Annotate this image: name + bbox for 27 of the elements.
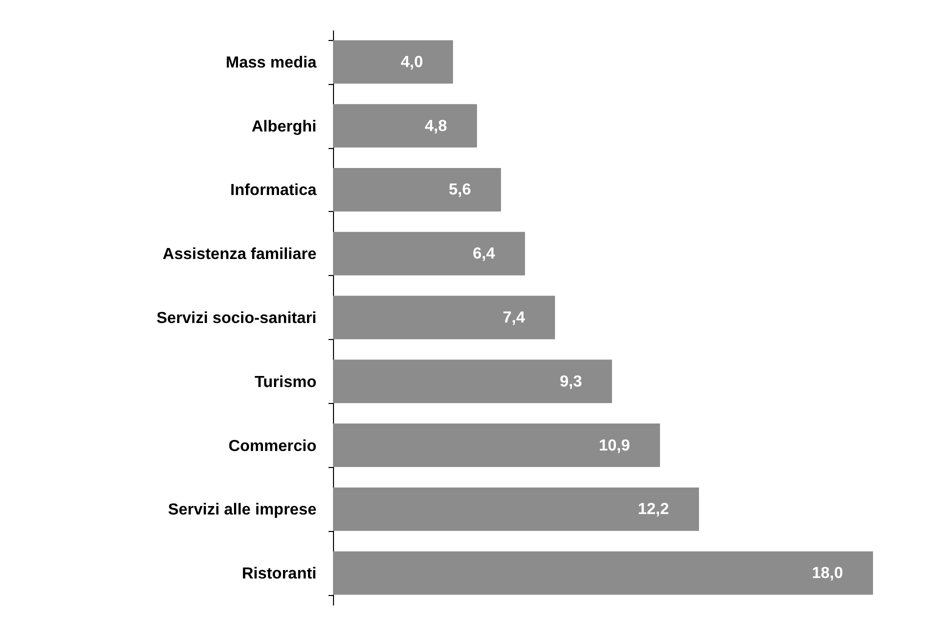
data-label: 4,8 (424, 118, 448, 135)
y-tick-label: Informatica (230, 182, 317, 200)
bar (333, 360, 612, 404)
y-tick-label: Servizi alle imprese (168, 502, 317, 519)
y-tick-label: Commercio (228, 438, 317, 455)
bar (333, 232, 525, 276)
data-label: 10,9 (598, 437, 630, 454)
bar (333, 104, 477, 148)
data-label: 12,2 (638, 501, 670, 518)
data-label: 5,6 (448, 182, 472, 199)
bar (333, 296, 555, 340)
y-tick-label: Alberghi (252, 118, 316, 136)
y-tick-label: Ristoranti (242, 566, 316, 583)
y-tick-label: Mass media (226, 54, 317, 72)
bar (333, 551, 873, 595)
y-tick-label: Servizi socio-sanitari (156, 310, 316, 327)
bar (333, 424, 660, 467)
data-label: 18,0 (812, 565, 844, 582)
bar (333, 40, 453, 84)
y-tick-label: Assistenza familiare (162, 246, 317, 264)
data-label: 9,3 (560, 373, 582, 390)
data-label: 6,4 (472, 246, 496, 263)
data-label: 4,0 (400, 54, 424, 71)
bar (333, 168, 501, 212)
bar (333, 487, 699, 531)
y-tick-label: Turismo (254, 374, 317, 391)
data-label: 7,4 (502, 310, 526, 326)
